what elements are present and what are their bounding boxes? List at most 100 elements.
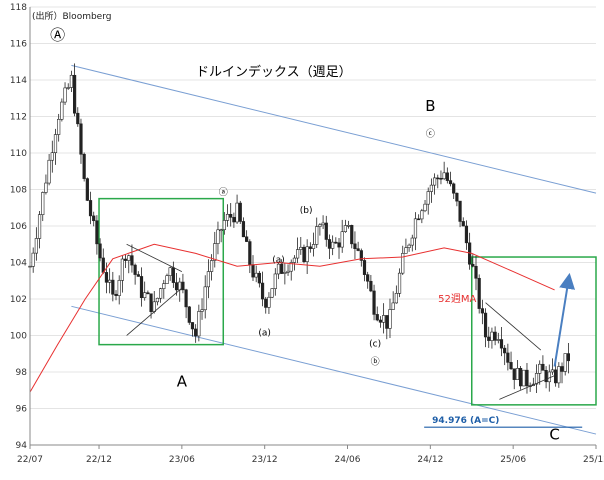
candle-body (334, 241, 338, 244)
wave-label: A (177, 373, 188, 391)
candle-body (149, 293, 153, 312)
y-tick-label: 96 (16, 405, 28, 415)
candle-body (544, 370, 548, 383)
projection-arrow (553, 272, 576, 367)
candle-body (369, 280, 373, 292)
candle-body (337, 242, 341, 248)
sub-wave-label: (c) (369, 339, 381, 349)
candle-body (525, 369, 529, 387)
candle-body (248, 241, 252, 265)
candle-body (452, 183, 456, 194)
candle-body (98, 243, 102, 259)
candle-body (123, 258, 128, 261)
candle-body (541, 363, 545, 371)
candle-body (289, 262, 293, 272)
candle-body (503, 347, 507, 354)
candle-body (203, 286, 207, 311)
candle-body (79, 123, 83, 155)
candle-body (216, 229, 220, 244)
candle-body (111, 279, 115, 295)
y-tick-label: 112 (10, 113, 27, 123)
candle-body (350, 225, 354, 245)
trend-channels (71, 64, 597, 435)
candle-body (445, 172, 449, 181)
candle-body (464, 225, 469, 244)
candle-body (359, 250, 363, 261)
candle-body (477, 277, 481, 309)
candle-body (413, 218, 418, 239)
candle-body (493, 331, 497, 341)
candle-body (209, 260, 214, 272)
chart-title: ドルインデックス（週足） (196, 64, 352, 80)
candle-body (197, 311, 201, 337)
candle-body (397, 272, 402, 294)
candle-body (171, 267, 175, 283)
ma-line (29, 243, 555, 393)
candle-body (57, 119, 61, 135)
candle-body (538, 363, 542, 374)
candle-body (442, 172, 446, 180)
candle-body (353, 243, 357, 249)
candle-body (487, 336, 491, 341)
candle-body (296, 249, 300, 259)
candle-body (311, 244, 316, 249)
sub-wave-label: (b) (300, 206, 313, 216)
y-tick-label: 118 (10, 3, 27, 13)
sub-wave-label: ⓑ (371, 357, 380, 368)
candle-body (407, 244, 411, 249)
candle-body (146, 292, 150, 295)
candle-body (120, 258, 124, 281)
candle-body (554, 369, 558, 384)
triangle-line (126, 243, 183, 272)
sub-wave-label: ⓒ (426, 129, 435, 140)
candle-body (69, 74, 74, 88)
candle-body (455, 192, 459, 202)
triangle-patterns (126, 243, 555, 400)
candle-body (448, 180, 453, 185)
candle-body (283, 272, 287, 274)
candle-body (366, 274, 370, 282)
candle-body (420, 210, 424, 220)
lower-channel-line (71, 305, 597, 435)
candle-body (356, 248, 360, 251)
candle-body (159, 288, 163, 299)
y-tick-label: 98 (16, 368, 28, 378)
candle-body (432, 177, 437, 186)
candle-body (133, 264, 137, 275)
candle-body (331, 241, 335, 249)
y-tick-label: 104 (10, 259, 27, 269)
candle-body (273, 273, 277, 289)
candle-body (346, 225, 351, 227)
candle-body (391, 302, 395, 310)
candle-body (499, 339, 504, 349)
candle-body (63, 87, 67, 103)
target-label: 94.976 (A=C) (432, 416, 499, 426)
candle-body (50, 152, 54, 161)
candle-body (343, 225, 347, 233)
y-tick-label: 110 (10, 149, 27, 159)
sub-wave-label: (a) (272, 256, 285, 266)
candle-body (292, 257, 297, 263)
candle-body (232, 217, 236, 223)
candle-body (522, 369, 526, 387)
candle-body (200, 309, 204, 312)
candle-body (108, 279, 112, 283)
candle-body (480, 308, 484, 314)
triangle-line (499, 375, 555, 400)
candle-body (117, 280, 121, 296)
y-tick-label: 94 (16, 441, 28, 451)
candle-body (515, 368, 520, 380)
candle-body (187, 306, 191, 323)
candle-body (41, 192, 45, 215)
candle-body (60, 101, 64, 120)
candle-body (324, 222, 328, 240)
candle-body (168, 267, 172, 276)
candle-body (260, 282, 265, 300)
candle-body (165, 275, 169, 284)
candle-body (429, 184, 434, 192)
candle-body (327, 239, 332, 249)
candle-body (238, 202, 242, 222)
triangle-line (126, 287, 183, 336)
candle-body (184, 289, 188, 308)
candle-body (31, 252, 35, 267)
